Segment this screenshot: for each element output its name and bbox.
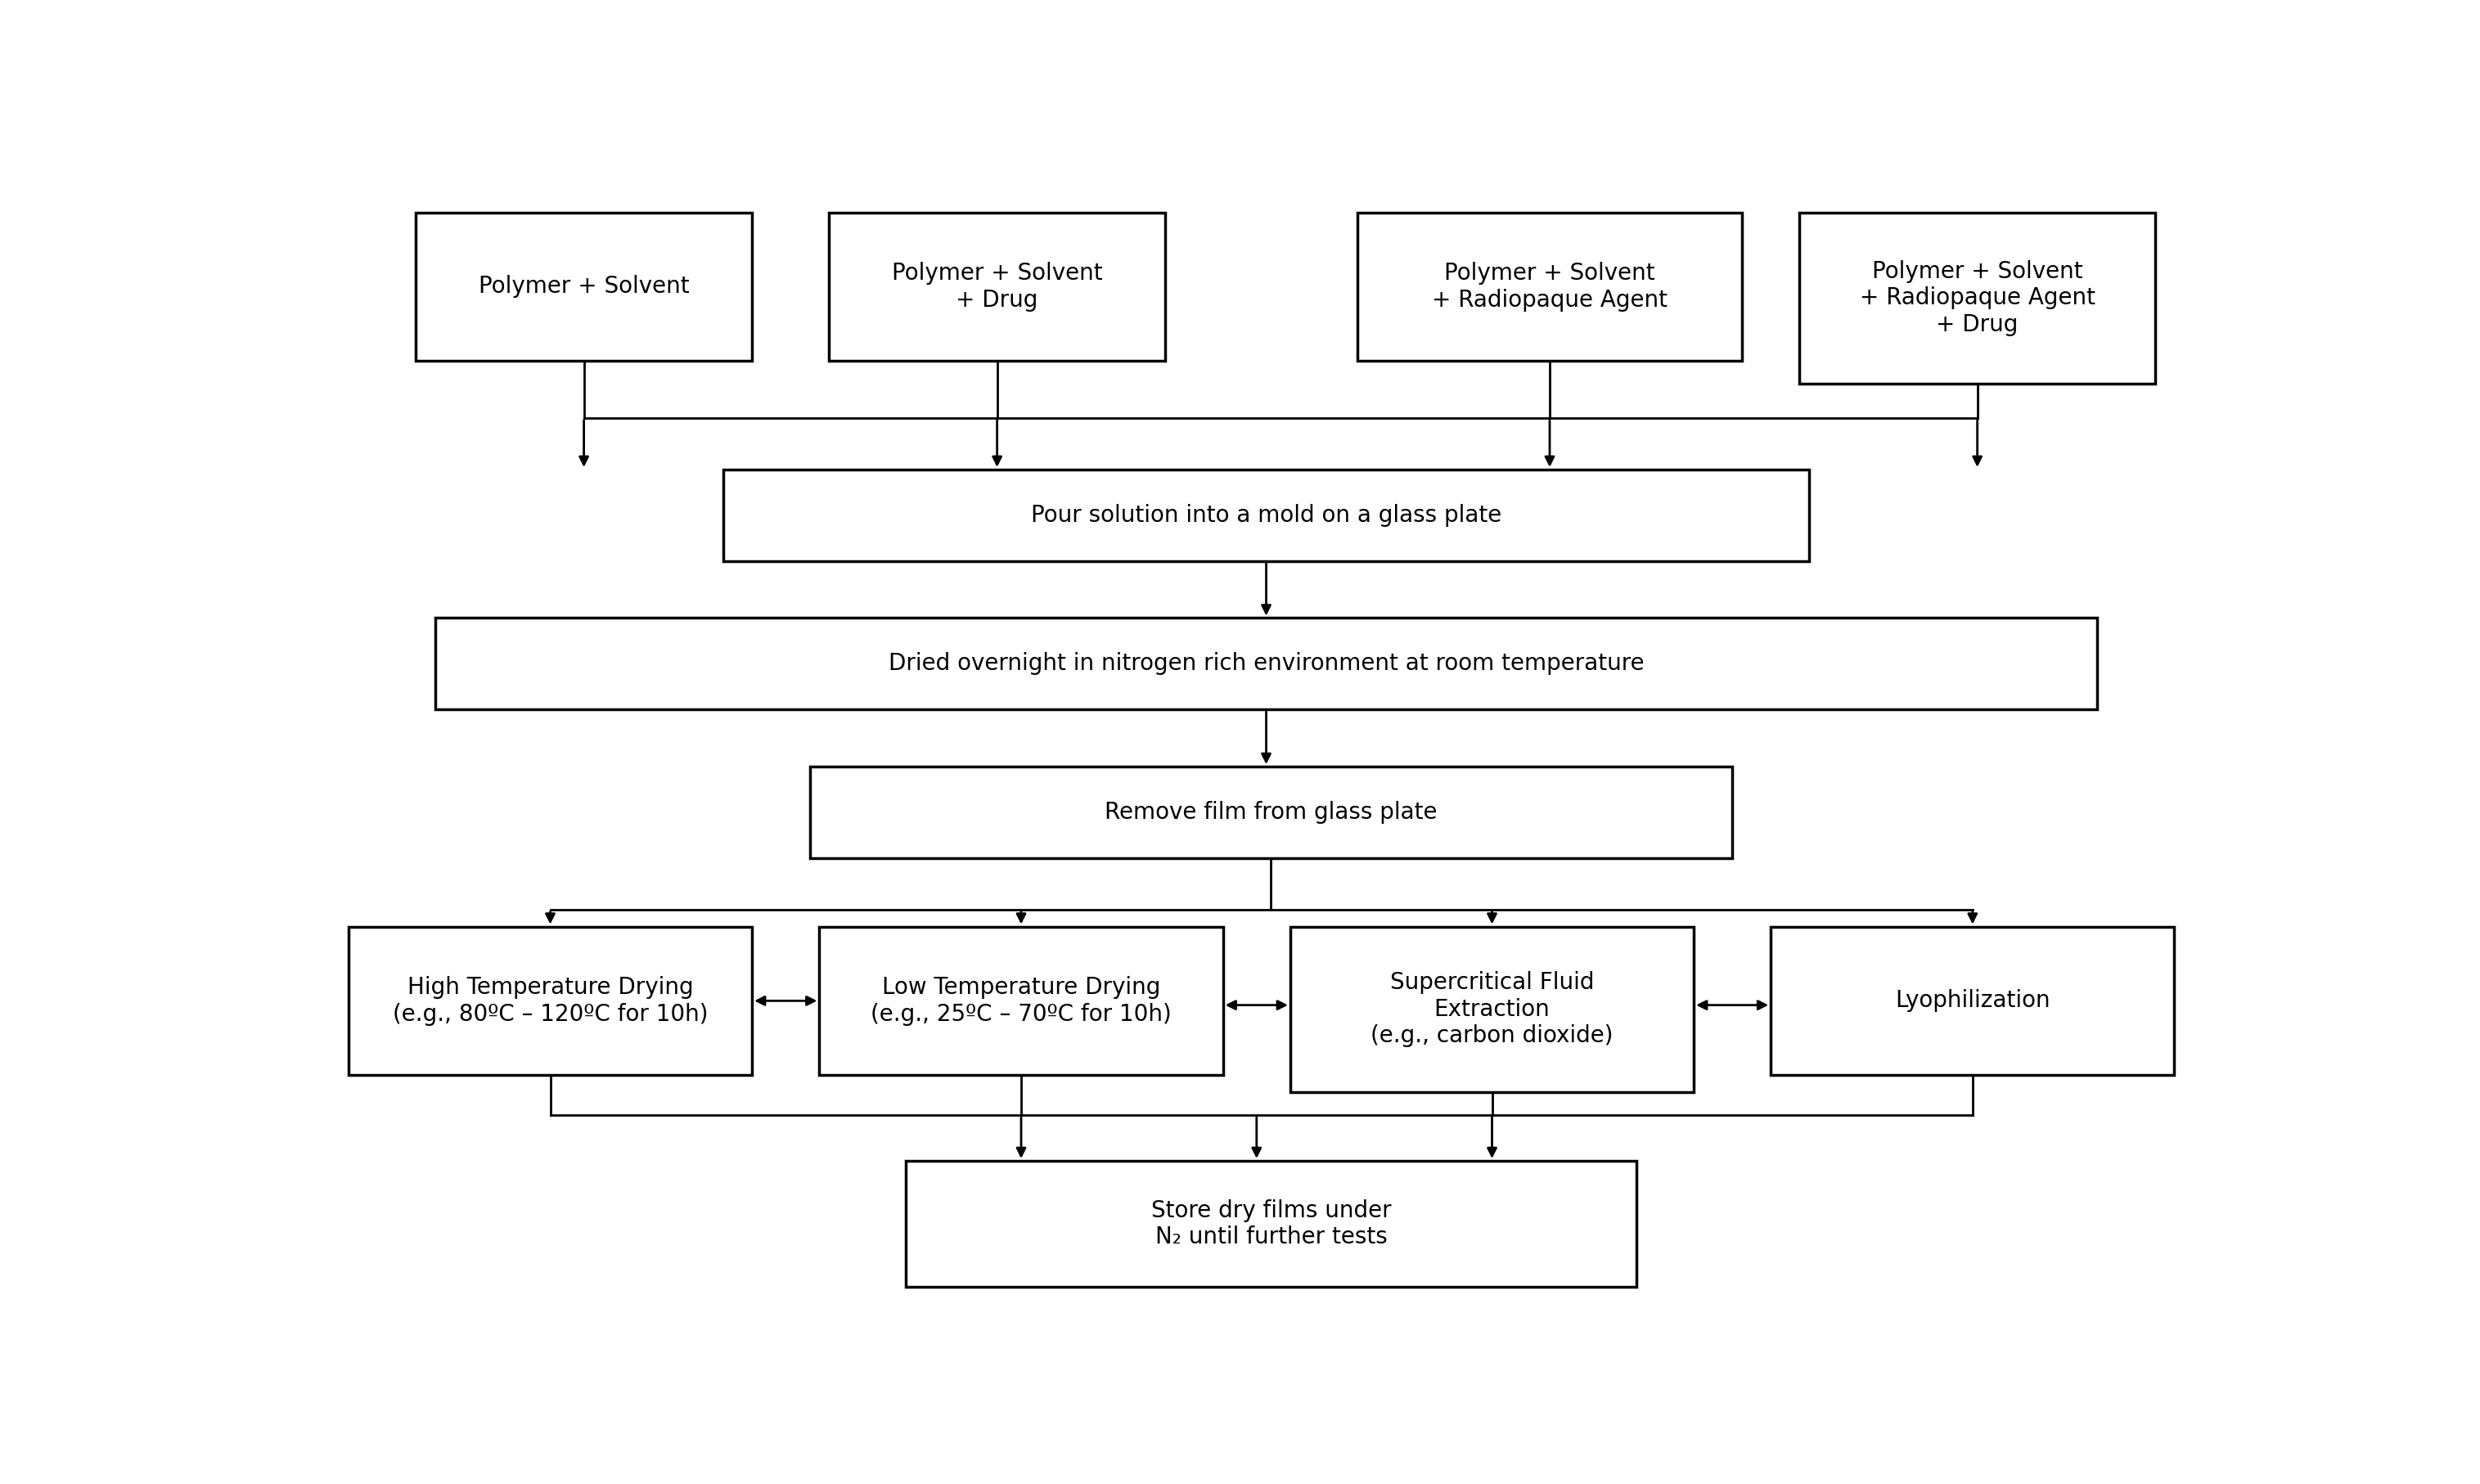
Bar (347, 926, 751, 1074)
Bar (1357, 212, 1741, 361)
Text: Lyophilization: Lyophilization (1895, 990, 2051, 1012)
Text: Polymer + Solvent
+ Radiopaque Agent: Polymer + Solvent + Radiopaque Agent (1431, 263, 1667, 312)
Text: Store dry films under
N₂ until further tests: Store dry films under N₂ until further t… (1151, 1199, 1391, 1248)
Text: Pour solution into a mold on a glass plate: Pour solution into a mold on a glass pla… (1032, 503, 1500, 527)
Text: High Temperature Drying
(e.g., 80ºC – 120ºC for 10h): High Temperature Drying (e.g., 80ºC – 12… (392, 976, 707, 1025)
Text: Polymer + Solvent
+ Drug: Polymer + Solvent + Drug (893, 263, 1104, 312)
Text: Polymer + Solvent: Polymer + Solvent (479, 275, 689, 298)
Text: Supercritical Fluid
Extraction
(e.g., carbon dioxide): Supercritical Fluid Extraction (e.g., ca… (1371, 972, 1614, 1048)
Text: Dried overnight in nitrogen rich environment at room temperature: Dried overnight in nitrogen rich environ… (888, 653, 1644, 675)
Bar (1800, 212, 2155, 384)
Bar (434, 617, 2098, 709)
Bar (808, 767, 1731, 858)
Bar (417, 212, 751, 361)
Bar (1290, 926, 1694, 1092)
Bar (905, 1160, 1637, 1287)
Bar (1771, 926, 2175, 1074)
Text: Remove film from glass plate: Remove film from glass plate (1104, 801, 1438, 824)
Bar (724, 469, 1808, 561)
Text: Low Temperature Drying
(e.g., 25ºC – 70ºC for 10h): Low Temperature Drying (e.g., 25ºC – 70º… (870, 976, 1171, 1025)
Bar (828, 212, 1166, 361)
Text: Polymer + Solvent
+ Radiopaque Agent
+ Drug: Polymer + Solvent + Radiopaque Agent + D… (1860, 260, 2096, 335)
Bar (818, 926, 1223, 1074)
